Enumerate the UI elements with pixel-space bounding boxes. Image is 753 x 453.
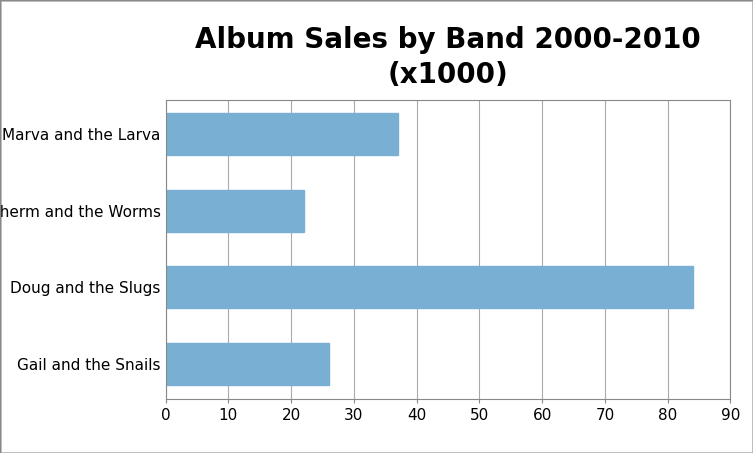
Title: Album Sales by Band 2000-2010
(x1000): Album Sales by Band 2000-2010 (x1000): [195, 26, 701, 89]
Bar: [166, 266, 693, 308]
Bar: [166, 343, 329, 385]
Bar: [166, 113, 398, 155]
Bar: [166, 190, 303, 232]
